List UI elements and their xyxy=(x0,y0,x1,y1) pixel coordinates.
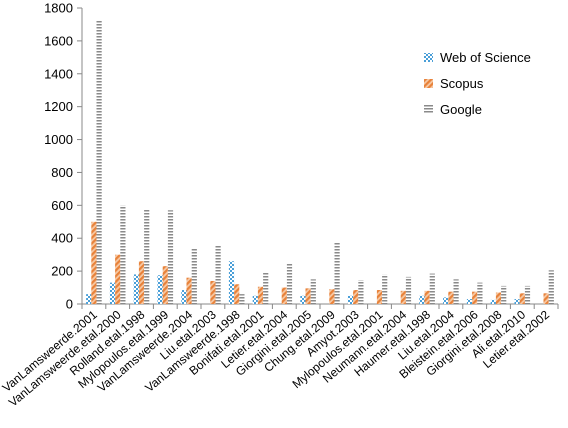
bar-scopus xyxy=(495,292,502,304)
y-tick-label: 400 xyxy=(51,231,73,246)
bar-scopus xyxy=(448,291,454,304)
legend-swatch xyxy=(424,105,433,114)
bar-google xyxy=(358,280,364,304)
y-tick-label: 800 xyxy=(51,165,73,180)
y-tick-label: 0 xyxy=(66,297,73,312)
legend: Web of Science Scopus Google xyxy=(424,50,531,117)
bar-web-of-science xyxy=(466,299,473,304)
bar-google xyxy=(501,285,507,304)
bars xyxy=(86,19,554,304)
bar-google xyxy=(548,270,554,304)
bar-scopus xyxy=(519,293,525,304)
bar-scopus xyxy=(234,284,240,304)
bar-scopus xyxy=(543,293,549,304)
y-tick-labels: 0 200 400 600 800 1000 1200 1400 1600 1800 xyxy=(44,1,73,312)
bar-google xyxy=(405,276,412,304)
bar-web-of-science xyxy=(252,295,258,304)
bar-google xyxy=(334,242,340,304)
bar-google xyxy=(382,274,388,304)
bar-web-of-science xyxy=(443,297,449,304)
legend-label: Web of Science xyxy=(440,50,531,65)
legend-label: Scopus xyxy=(440,76,484,91)
bar-web-of-science xyxy=(490,299,496,304)
bar-scopus xyxy=(305,288,311,304)
y-tick-label: 600 xyxy=(51,198,73,213)
bar-scopus xyxy=(400,290,406,304)
bar-scopus xyxy=(138,261,145,304)
bar-web-of-science xyxy=(228,261,235,304)
bar-scopus xyxy=(91,221,97,304)
bar-google xyxy=(286,262,293,304)
bar-scopus xyxy=(186,277,192,304)
bar-scopus xyxy=(472,291,478,304)
legend-swatch xyxy=(424,79,433,88)
bar-web-of-science xyxy=(419,295,425,304)
bar-google xyxy=(524,285,531,304)
bar-web-of-science xyxy=(181,290,187,304)
bar-scopus xyxy=(281,287,287,304)
bar-scopus xyxy=(162,266,168,304)
bar-web-of-science xyxy=(514,299,520,304)
bar-web-of-science xyxy=(300,295,306,304)
y-tick-label: 1000 xyxy=(44,132,73,147)
bar-web-of-science xyxy=(157,275,163,304)
bar-google xyxy=(191,248,197,304)
bar-scopus xyxy=(329,289,335,304)
bar-scopus xyxy=(424,290,430,304)
bar-google xyxy=(429,273,435,304)
legend-label: Google xyxy=(440,102,482,117)
bar-scopus xyxy=(210,280,216,304)
bar-google xyxy=(310,279,316,304)
y-tick-label: 1200 xyxy=(44,99,73,114)
bar-scopus xyxy=(115,254,121,304)
bar-google xyxy=(477,282,483,304)
bar-scopus xyxy=(257,286,264,304)
bar-google xyxy=(453,279,459,304)
bar-web-of-science xyxy=(133,274,139,304)
y-tick-label: 1400 xyxy=(44,66,73,81)
bar-scopus xyxy=(353,290,359,304)
bar-web-of-science xyxy=(109,282,116,304)
bar-google xyxy=(96,19,102,304)
legend-swatch xyxy=(424,53,433,62)
y-tick-label: 1600 xyxy=(44,33,73,48)
category-labels: VanLamsweerde.2001VanLamsweerde.etal.200… xyxy=(0,307,552,409)
bar-google xyxy=(263,272,269,304)
bar-google xyxy=(239,294,245,304)
bar-scopus xyxy=(376,290,383,304)
y-tick-label: 1800 xyxy=(44,1,73,16)
bar-google xyxy=(144,208,150,304)
bar-google xyxy=(167,210,174,304)
bar-web-of-science xyxy=(86,294,92,304)
bar-google xyxy=(215,244,221,304)
bar-google xyxy=(120,205,126,304)
bar-web-of-science xyxy=(347,295,354,304)
y-tick-label: 200 xyxy=(51,264,73,279)
